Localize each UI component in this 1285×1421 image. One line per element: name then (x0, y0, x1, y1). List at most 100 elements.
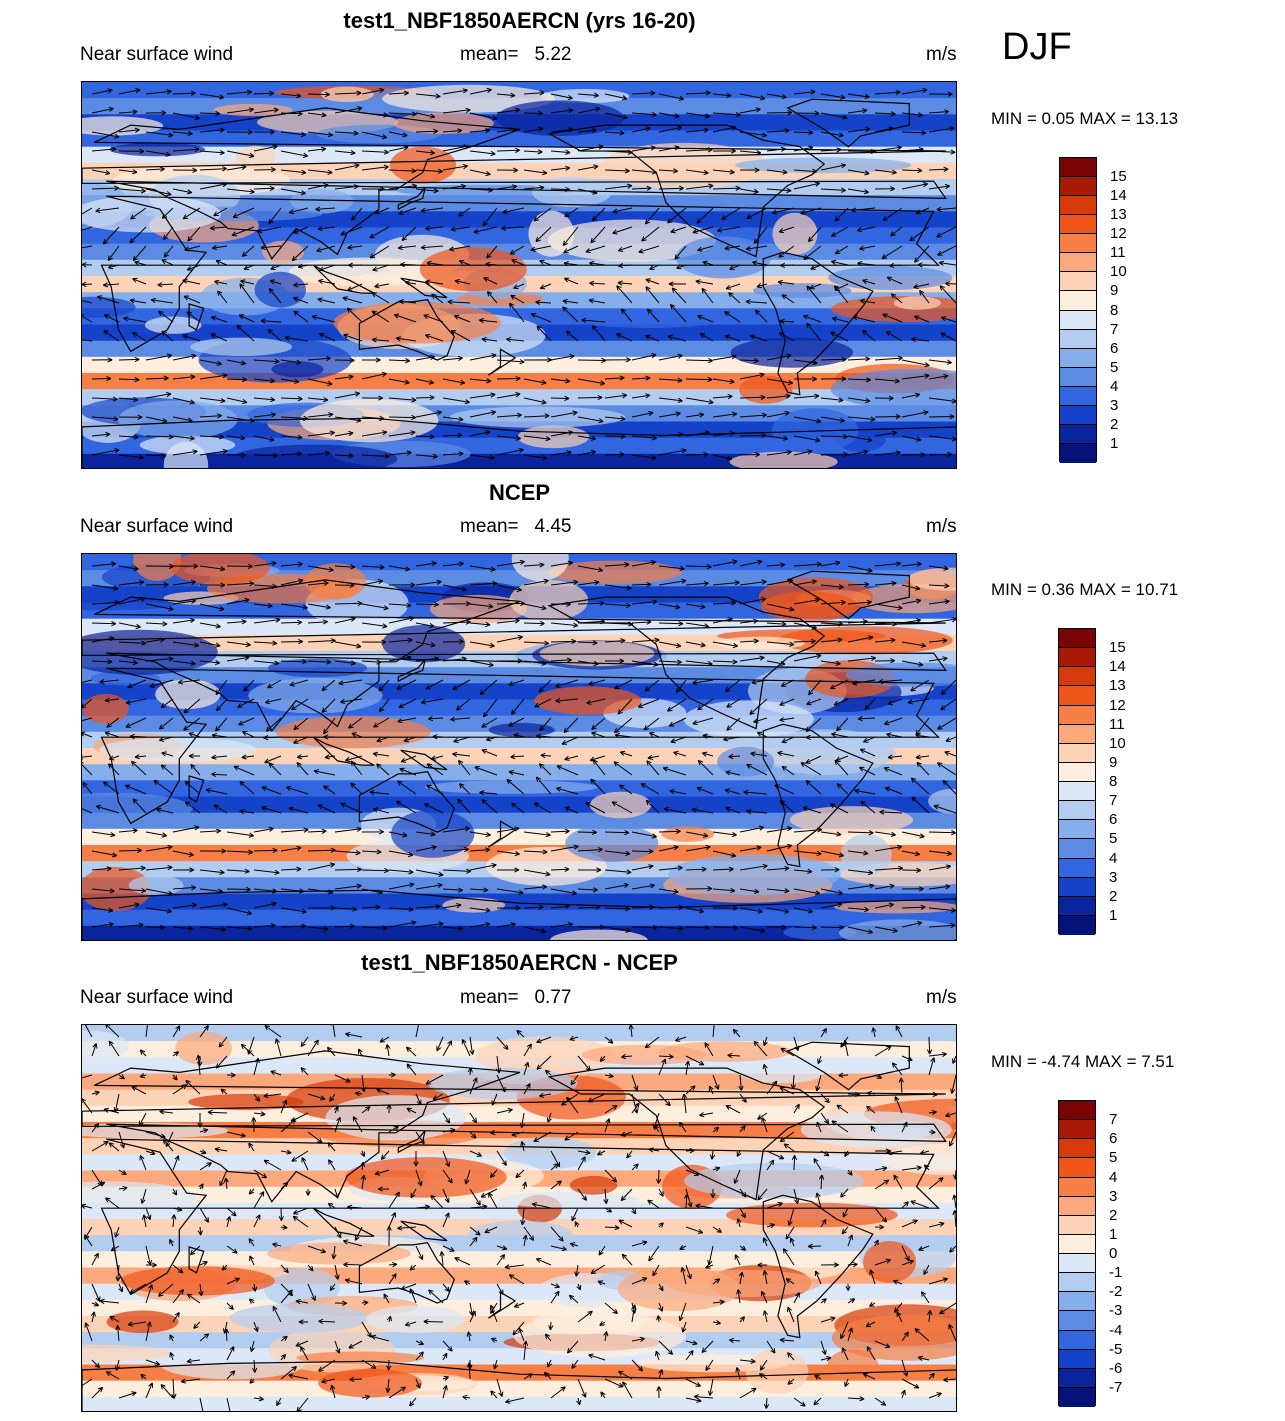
wind-vector (216, 698, 228, 712)
wind-vector (91, 88, 113, 95)
wind-vector (685, 451, 709, 458)
wind-vector (226, 1302, 234, 1310)
wind-vector (334, 1116, 342, 1133)
wind-vector (857, 716, 876, 722)
colorbar-box (1059, 1349, 1095, 1369)
wind-vector (766, 435, 789, 441)
wind-vector (604, 451, 625, 457)
wind-vector (243, 264, 255, 270)
wind-vector (864, 698, 876, 710)
wind-vector (307, 412, 334, 418)
wind-vector (280, 359, 302, 365)
wind-vector (631, 1163, 639, 1171)
wind-vector (712, 431, 735, 437)
wind-vector (436, 1036, 444, 1052)
wind-vector (631, 393, 651, 399)
wind-vector (658, 112, 680, 119)
wind-vector (878, 678, 903, 685)
wind-vector (656, 1315, 662, 1323)
wind-vector (172, 902, 197, 909)
wind-vector (945, 281, 956, 287)
wind-vector (691, 807, 714, 814)
wind-vector (802, 806, 822, 814)
wind-vector (800, 207, 822, 215)
colorbar-tick-label: -7 (1109, 1378, 1123, 1396)
wind-vector (599, 1320, 606, 1326)
wind-vector (91, 600, 120, 606)
wind-vector (295, 1299, 309, 1305)
wind-vector (631, 1102, 640, 1114)
wind-vector (199, 641, 221, 648)
wind-vector (210, 333, 228, 342)
wind-vector (743, 789, 768, 795)
wind-vector (351, 732, 363, 738)
wind-vector (820, 637, 843, 643)
colorbar-box (1059, 1234, 1095, 1254)
wind-vector (371, 292, 390, 304)
wind-vector (778, 332, 795, 342)
wind-vector (276, 1397, 282, 1407)
wind-vector (577, 449, 597, 456)
wind-vector (264, 755, 282, 764)
wind-vector (199, 926, 226, 932)
wind-vector (955, 1360, 956, 1361)
wind-vector (226, 655, 250, 662)
colorbar-box (1059, 1158, 1095, 1178)
wind-vector (473, 226, 498, 234)
wind-vector (534, 698, 552, 708)
wind-vector (600, 1391, 606, 1399)
wind-vector (298, 1319, 309, 1325)
wind-vector (928, 1051, 947, 1058)
wind-vector (361, 925, 388, 931)
wind-vector (955, 1264, 956, 1265)
wind-vector (874, 1397, 887, 1406)
colorbar-tick-label: 7 (1109, 1111, 1118, 1129)
colorbar-box (1060, 329, 1096, 349)
wind-vector (685, 127, 709, 133)
wind-vector (145, 1382, 154, 1399)
wind-vector (415, 831, 436, 837)
wind-vector (562, 226, 579, 246)
wind-vector (523, 126, 544, 133)
wind-vector (847, 883, 875, 890)
wind-vector (172, 1311, 180, 1323)
wind-vector (145, 150, 171, 157)
wind-vector (118, 188, 146, 194)
wind-vector (928, 397, 956, 404)
wind-vector (753, 1040, 768, 1057)
wind-vector (172, 1289, 184, 1304)
wind-vector (820, 356, 847, 363)
wind-vector (644, 679, 660, 692)
wind-vector (836, 1104, 849, 1114)
wind-vector (901, 920, 923, 928)
wind-vector (658, 448, 687, 456)
wind-vector (91, 659, 113, 665)
wind-vector (172, 660, 196, 666)
wind-vector (280, 111, 303, 117)
wind-vector (280, 150, 309, 158)
wind-vector (739, 432, 767, 439)
wind-vector (874, 1073, 883, 1079)
wind-vector (882, 207, 903, 221)
wind-vector (820, 621, 844, 627)
wind-vector (510, 754, 525, 760)
wind-vector (145, 188, 172, 197)
wind-vector (739, 1245, 747, 1251)
wind-vector (253, 412, 277, 418)
wind-vector (340, 226, 363, 236)
wind-vector (614, 679, 633, 690)
wind-vector (952, 1194, 956, 1209)
wind-vector (226, 1072, 236, 1078)
wind-vector (226, 1346, 235, 1361)
wind-vector (695, 1203, 714, 1209)
wind-vector (550, 149, 571, 155)
wind-vector (469, 1310, 476, 1323)
wind-vector (577, 829, 598, 835)
wind-vector (874, 186, 895, 192)
wind-vector (490, 1390, 498, 1399)
wind-vector (725, 1105, 741, 1114)
wind-vector (398, 207, 417, 216)
wind-vector (668, 281, 687, 287)
wind-vector (253, 1057, 260, 1076)
wind-vector (603, 1331, 609, 1342)
